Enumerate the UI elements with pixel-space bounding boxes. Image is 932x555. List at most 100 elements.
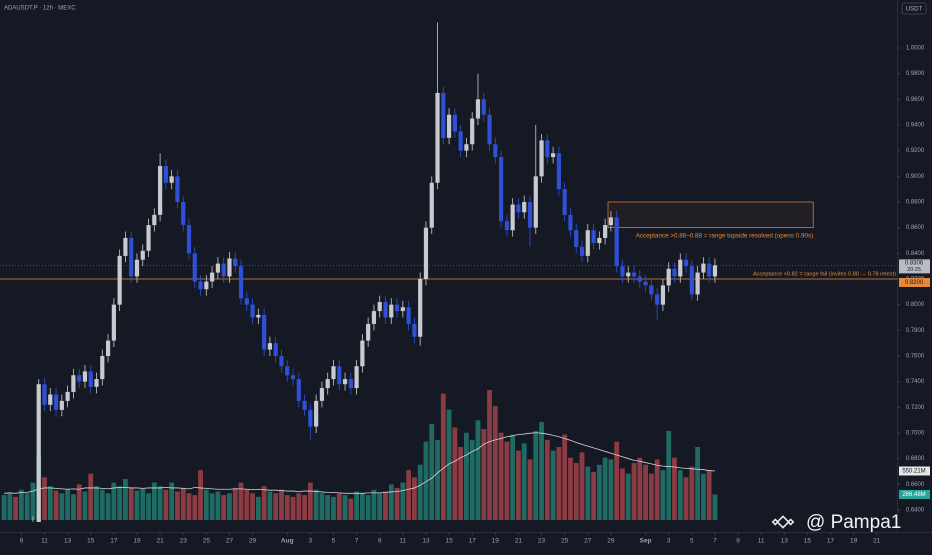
candle-body (631, 272, 637, 277)
y-tick-label: 0.9200 (906, 148, 925, 154)
candle-body (562, 189, 567, 215)
x-tick-label: 13 (64, 538, 72, 545)
candle-body (221, 263, 226, 277)
candle-body (290, 375, 296, 380)
x-tick-label: 3 (309, 538, 313, 545)
currency[interactable]: USDT (906, 7, 923, 13)
candle-body (371, 311, 377, 324)
candle-body (522, 201, 527, 213)
volume-bar (469, 439, 475, 520)
candle-body (146, 225, 151, 251)
volume-bar (683, 477, 689, 520)
candle-body (215, 263, 220, 273)
candle-body (626, 272, 631, 277)
volume-bar (487, 390, 492, 520)
volume-bar (365, 495, 371, 520)
volume-bar (573, 463, 579, 520)
volume-bar (700, 473, 706, 520)
volume-bar (192, 495, 198, 520)
x-tick-label: 21 (873, 538, 881, 545)
volume-bar (342, 495, 348, 520)
candle-body (105, 340, 111, 356)
volume-ma-label: 550.21M (902, 469, 925, 475)
volume-bar (556, 446, 562, 520)
candle-body (157, 166, 163, 215)
volume-bar (123, 479, 128, 520)
candle-body (262, 314, 267, 350)
candle-body (556, 153, 561, 190)
candle-body (244, 298, 249, 305)
volume-bar (111, 482, 117, 520)
volume-bar (406, 470, 412, 520)
volume-bar (244, 489, 250, 520)
candle-body (48, 394, 53, 405)
currency-box[interactable] (901, 2, 927, 15)
y-tick-label: 0.7200 (906, 405, 925, 411)
x-tick-label: 3 (667, 538, 671, 545)
candle-body (516, 204, 521, 213)
candle-body (337, 366, 342, 385)
volume-bar (435, 439, 440, 520)
candle-body (666, 268, 671, 286)
volume-bar (336, 493, 342, 520)
volume-bar (7, 492, 13, 520)
volume-bar (273, 493, 279, 520)
volume-bar (221, 495, 227, 520)
volume-bar (261, 486, 267, 520)
y-tick-label: 0.9600 (906, 97, 925, 103)
volume-bar (527, 459, 533, 520)
candle-body (683, 259, 689, 267)
y-tick-label: 0.7600 (906, 354, 925, 360)
candle-body (498, 157, 504, 222)
candle-body (71, 375, 76, 392)
candle-body (88, 371, 93, 387)
x-tick-label: 9 (736, 538, 740, 545)
candle-body (643, 281, 648, 286)
last-price-label: 0.8306 (905, 260, 924, 266)
x-tick-label: 7 (355, 538, 359, 545)
candle-body (660, 285, 666, 305)
candle-body (527, 201, 533, 228)
volume-bar (608, 459, 614, 520)
symbol-title: ADAUSDT.P · 12h · MEXC (4, 6, 76, 12)
candle-body (608, 217, 614, 226)
volume-bar (695, 446, 701, 520)
candle-body (400, 307, 405, 312)
volume-bar (30, 482, 36, 520)
candle-body (591, 230, 596, 244)
volume-bar (631, 463, 637, 520)
candle-body (42, 384, 47, 405)
volume-bar (377, 493, 383, 520)
volume-bar (533, 430, 539, 520)
y-tick-label: 0.9400 (906, 123, 925, 129)
volume-bar (267, 491, 273, 520)
plot-area (0, 22, 897, 522)
candle-body (342, 379, 348, 385)
x-tick-label: 21 (156, 538, 164, 545)
volume-bar (82, 491, 88, 520)
x-tick-label: 11 (399, 538, 406, 545)
candle-body (129, 237, 134, 277)
candle-body (111, 304, 116, 341)
volume-bar (284, 495, 290, 520)
candle-body (319, 388, 325, 401)
volume-bar (654, 459, 660, 520)
volume-bar (643, 464, 648, 520)
candle-body (279, 355, 284, 367)
candle-body (475, 99, 481, 119)
candle-body (620, 266, 625, 277)
candle-body (59, 400, 64, 410)
volume-bar (458, 446, 464, 520)
volume-bar (504, 441, 510, 520)
candle-body (360, 340, 365, 367)
volume-bar (146, 493, 151, 520)
candle-body (152, 214, 157, 226)
volume-bar (47, 486, 53, 520)
volume-bar (325, 495, 331, 520)
volume-bar (660, 470, 666, 520)
volume-bar (348, 498, 354, 520)
volume-bar (134, 490, 140, 520)
candle-body (169, 176, 174, 183)
x-tick-label: 9 (378, 538, 382, 545)
